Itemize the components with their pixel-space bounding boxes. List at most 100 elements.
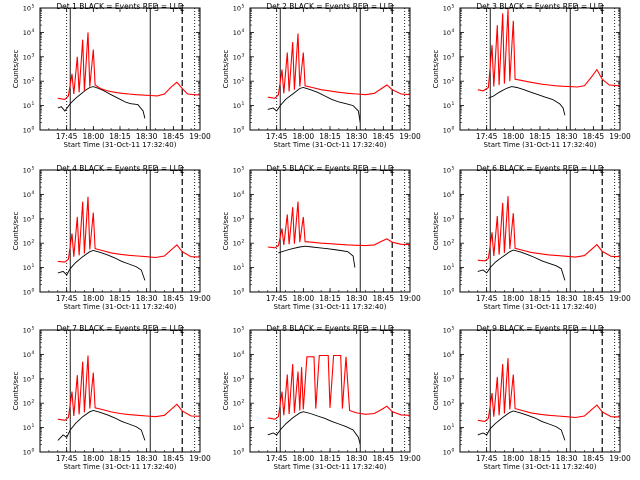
x-tick-label: 18:45 xyxy=(373,454,395,463)
y-tick-label: 10 xyxy=(23,215,31,223)
top-symbol: S xyxy=(574,326,579,335)
y-tick-exponent: 5 xyxy=(242,166,245,172)
x-tick-label: 17:45 xyxy=(476,294,498,303)
x-axis-label: Start Time (31-Oct-11 17:32:40) xyxy=(484,303,597,311)
panel-title: Det 4 BLACK = Events RED = LLD xyxy=(56,164,183,173)
x-tick-label: 17:45 xyxy=(266,454,288,463)
y-tick-label: 10 xyxy=(233,240,241,248)
x-tick-label: 18:00 xyxy=(293,294,315,303)
y-tick-label: 10 xyxy=(233,5,241,13)
y-tick-exponent: 0 xyxy=(32,126,35,132)
y-tick-label: 10 xyxy=(23,424,31,432)
x-tick-label: 19:00 xyxy=(609,132,631,141)
y-tick-label: 10 xyxy=(233,191,241,199)
x-tick-label: 19:00 xyxy=(399,454,421,463)
y-tick-label: 10 xyxy=(23,78,31,86)
x-tick-label: 18:15 xyxy=(319,454,341,463)
x-tick-label: 17:45 xyxy=(56,132,78,141)
y-tick-exponent: 1 xyxy=(32,101,35,107)
top-symbol: S xyxy=(364,326,369,335)
y-tick-label: 10 xyxy=(443,351,451,359)
x-tick-label: 18:30 xyxy=(556,454,578,463)
x-tick-label: 19:00 xyxy=(399,132,421,141)
y-axis-label: Counts/sec xyxy=(222,50,230,89)
y-axis-label: Counts/sec xyxy=(222,212,230,251)
top-symbol: S xyxy=(364,4,369,13)
y-tick-label: 10 xyxy=(233,327,241,335)
x-tick-label: 19:00 xyxy=(609,454,631,463)
y-tick-label: 10 xyxy=(233,78,241,86)
lld-series-line xyxy=(267,354,410,420)
y-tick-label: 10 xyxy=(443,167,451,175)
panel-title: Det 5 BLACK = Events RED = LLD xyxy=(266,164,393,173)
events-series-line xyxy=(57,86,146,119)
y-tick-label: 10 xyxy=(23,351,31,359)
panel-title: Det 3 BLACK = Events RED = LLD xyxy=(476,2,603,11)
x-tick-label: 18:30 xyxy=(346,294,368,303)
plot-frame xyxy=(249,169,411,293)
x-tick-label: 18:45 xyxy=(583,294,605,303)
y-axis-label: Counts/sec xyxy=(432,212,440,251)
y-tick-label: 10 xyxy=(443,29,451,37)
y-tick-label: 10 xyxy=(443,102,451,110)
events-series-line xyxy=(267,87,361,123)
x-tick-label: 18:45 xyxy=(373,132,395,141)
y-tick-label: 10 xyxy=(23,102,31,110)
x-tick-label: 17:45 xyxy=(476,132,498,141)
lld-series-line xyxy=(477,9,620,92)
y-tick-exponent: 5 xyxy=(32,166,35,172)
top-symbol: E xyxy=(600,326,605,335)
y-tick-label: 10 xyxy=(443,78,451,86)
x-tick-label: 18:30 xyxy=(136,454,158,463)
y-tick-exponent: 1 xyxy=(242,263,245,269)
y-axis-label: Counts/sec xyxy=(12,50,20,89)
panel-red-label: RED = LLD xyxy=(563,164,604,173)
y-tick-exponent: 2 xyxy=(452,239,455,245)
y-tick-exponent: 2 xyxy=(242,239,245,245)
events-series-line xyxy=(278,245,356,268)
x-tick-label: 18:45 xyxy=(163,132,185,141)
y-tick-exponent: 4 xyxy=(242,350,245,356)
y-tick-exponent: 3 xyxy=(452,214,455,220)
y-axis-label: Counts/sec xyxy=(12,212,20,251)
plot-frame xyxy=(39,7,201,131)
panel-title: Det 1 BLACK = Events RED = LLD xyxy=(56,2,183,11)
x-tick-label: 18:30 xyxy=(136,132,158,141)
y-tick-label: 10 xyxy=(23,29,31,37)
plot-frame xyxy=(39,169,201,293)
y-tick-exponent: 4 xyxy=(32,28,35,34)
events-series-line xyxy=(57,410,146,441)
y-tick-exponent: 5 xyxy=(452,166,455,172)
y-tick-exponent: 3 xyxy=(32,52,35,58)
panel-black-label: BLACK = Events xyxy=(79,324,142,333)
top-symbol: E xyxy=(390,4,395,13)
x-tick-label: 17:45 xyxy=(56,294,78,303)
y-tick-exponent: 1 xyxy=(242,423,245,429)
y-tick-label: 10 xyxy=(23,400,31,408)
y-tick-label: 10 xyxy=(233,424,241,432)
panel-detector-name: Det 2 xyxy=(266,2,289,11)
lld-series-line xyxy=(267,33,410,99)
y-tick-exponent: 2 xyxy=(242,399,245,405)
y-tick-exponent: 0 xyxy=(242,288,245,294)
y-tick-exponent: 2 xyxy=(32,239,35,245)
panel-detector-name: Det 3 xyxy=(476,2,499,11)
y-tick-label: 10 xyxy=(443,449,451,457)
plot-frame xyxy=(249,7,411,131)
y-tick-exponent: 2 xyxy=(452,399,455,405)
top-symbol: E xyxy=(180,166,185,175)
y-tick-exponent: 5 xyxy=(452,4,455,10)
x-tick-label: 18:45 xyxy=(583,454,605,463)
panel-red-label: RED = LLD xyxy=(353,164,394,173)
y-tick-label: 10 xyxy=(233,289,241,297)
y-tick-label: 10 xyxy=(233,167,241,175)
panel-detector-name: Det 6 xyxy=(476,164,499,173)
y-tick-label: 10 xyxy=(443,375,451,383)
panel-black-label: BLACK = Events xyxy=(499,2,562,11)
x-tick-label: 18:15 xyxy=(319,132,341,141)
y-tick-exponent: 1 xyxy=(242,101,245,107)
panel-red-label: RED = LLD xyxy=(563,324,604,333)
